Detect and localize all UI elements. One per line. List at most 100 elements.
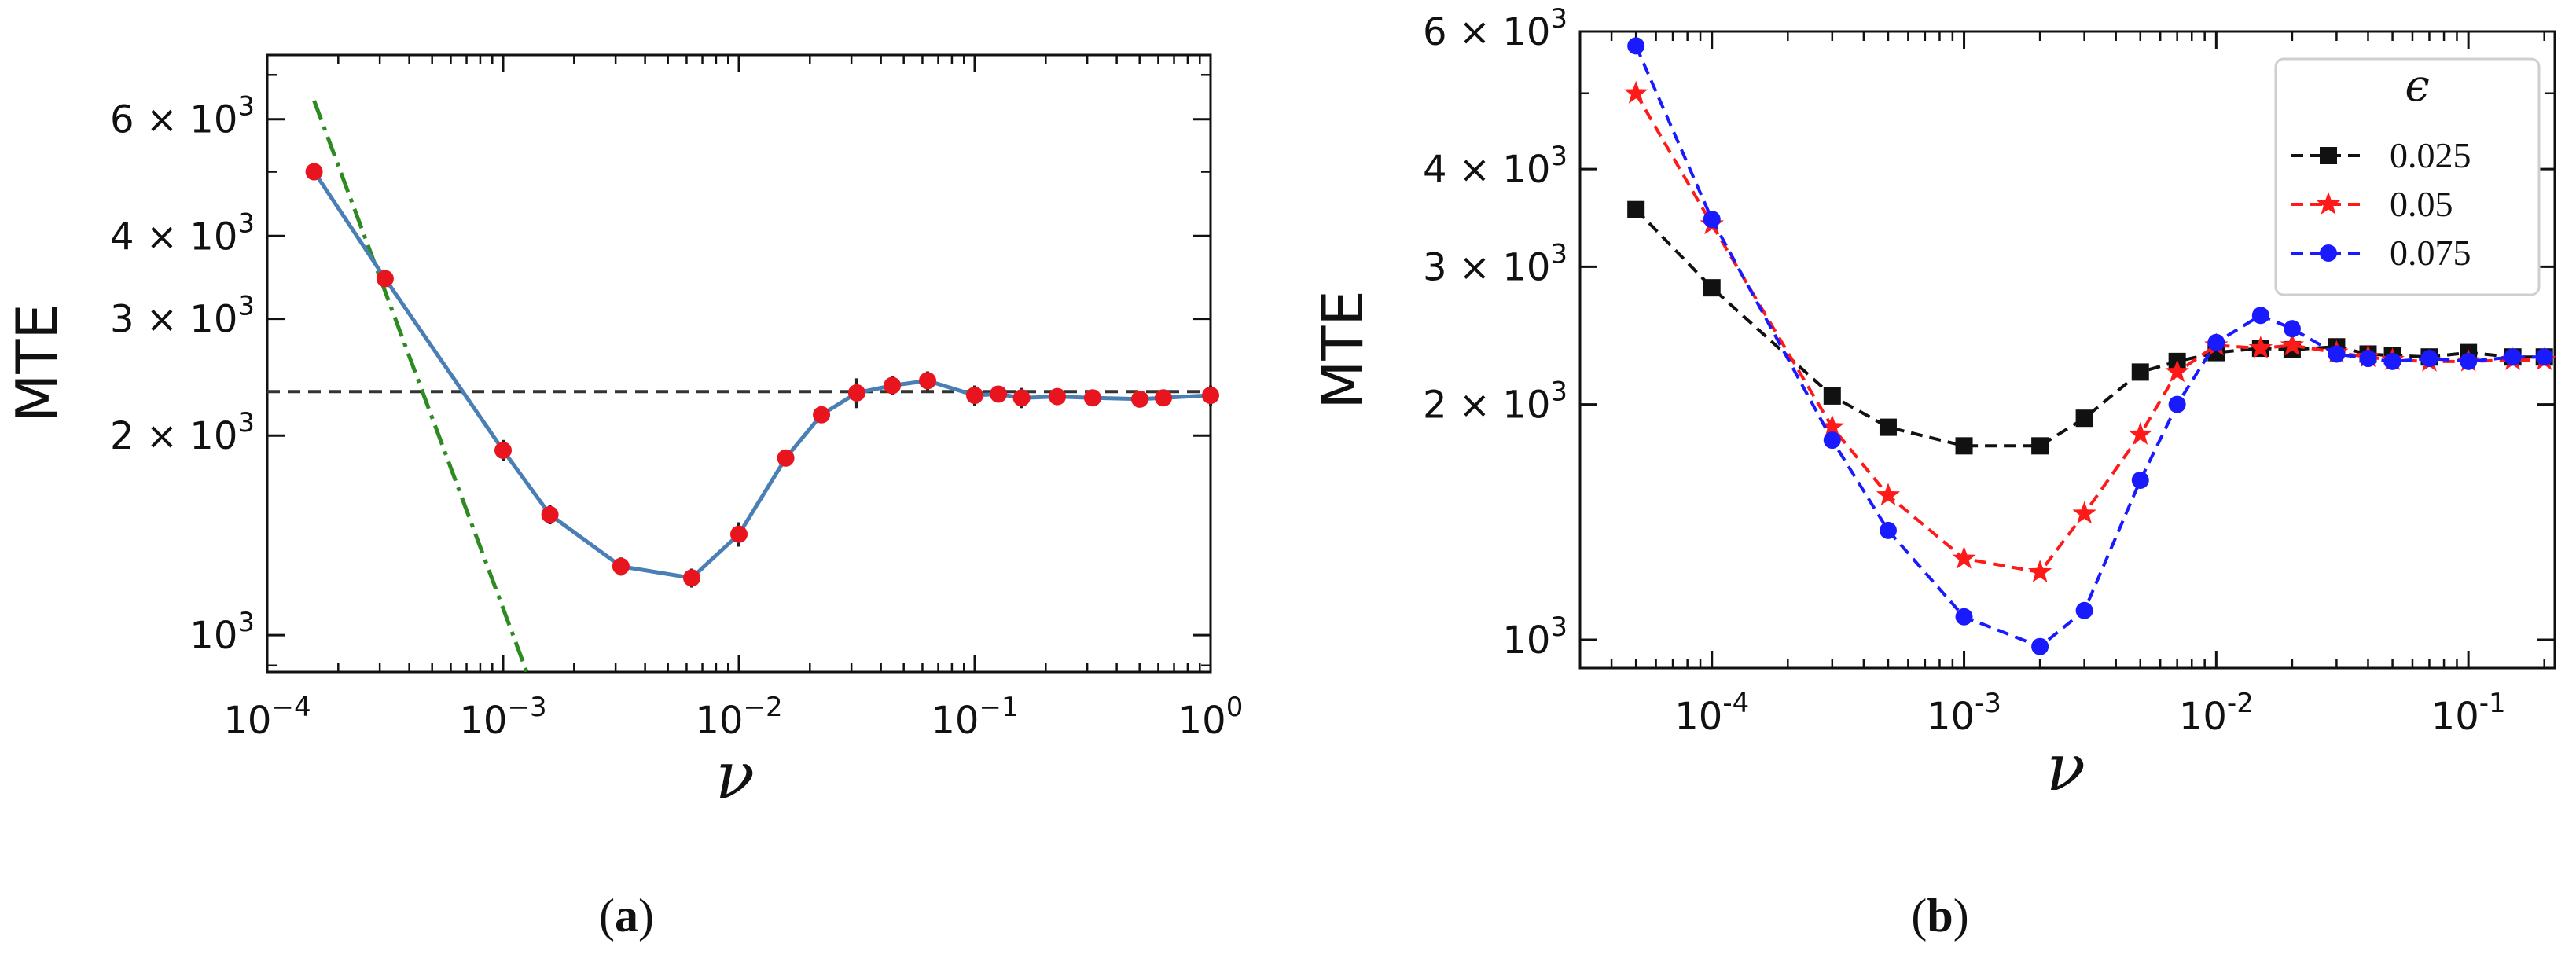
data-point: [683, 569, 701, 587]
asymptote-line: [312, 100, 529, 672]
data-point: [1876, 483, 1901, 506]
legend-marker: [2320, 147, 2337, 164]
data-point: [2504, 348, 2522, 366]
panel-a-ytick-label: 4 × 103: [110, 207, 255, 259]
data-point: [1202, 387, 1219, 405]
series-0.075: [1627, 37, 2553, 655]
panel-a: 10−4 10−3 10−2 10−1 100 103 2 × 103 3 × 103 4 × …: [4, 53, 1243, 942]
legend-entry: 0.05: [2291, 184, 2453, 224]
panel-b-xtick-label: 10-3: [1927, 688, 2001, 739]
data-point: [1012, 389, 1031, 407]
data-point: [1627, 37, 1645, 55]
data-point: [2535, 348, 2553, 366]
legend-title: ϵ: [2405, 61, 2429, 112]
data-point: [541, 505, 559, 523]
data-point: [612, 557, 630, 575]
panel-b-caption-letter: b: [1927, 890, 1953, 942]
data-point: [2248, 336, 2273, 358]
data-point: [990, 385, 1008, 403]
panel-a-ytick-label: 3 × 103: [110, 291, 255, 342]
data-point: [966, 387, 983, 405]
data-point: [2075, 409, 2093, 428]
data-point: [2283, 320, 2301, 338]
data-point: [1049, 387, 1067, 406]
data-point: [2251, 307, 2269, 325]
panel-a-xtick-label: 10−2: [695, 692, 782, 743]
panel-a-ylabel: MTE: [4, 303, 70, 423]
panel-b-frame: [1578, 30, 2556, 670]
data-point: [494, 442, 512, 460]
data-point: [305, 163, 323, 181]
panel-a-ticks: [266, 55, 1212, 672]
legend-entry: 0.075: [2291, 233, 2471, 273]
data-point: [1823, 431, 1841, 450]
panel-b-ytick-label: 103: [1502, 611, 1567, 663]
data-point: [1703, 211, 1721, 229]
data-point: [730, 525, 748, 543]
data-point: [2359, 350, 2377, 368]
data-point: [1624, 80, 1648, 104]
panel-b-xtick-label: 10-4: [1674, 688, 1749, 739]
data-point: [1952, 545, 1976, 569]
panel-b-ylabel: MTE: [1310, 290, 1376, 409]
panel-a-caption: (a): [599, 890, 654, 942]
panel-a-frame: [266, 53, 1212, 674]
data-point: [1155, 389, 1173, 407]
panel-b-xlabel: ν: [2046, 731, 2085, 806]
panel-b-xtick-label: 10-1: [2431, 688, 2506, 739]
legend-marker: [2316, 192, 2341, 215]
panel-b-series: [1624, 37, 2556, 655]
panel-a-caption-letter: a: [615, 890, 638, 942]
panel-a-xtick-label: 100: [1178, 692, 1244, 743]
panel-b-ytick-label: 2 × 103: [1423, 376, 1567, 428]
data-point: [2131, 363, 2149, 381]
data-point: [2031, 637, 2049, 655]
panel-a-tick-labels: 10−4 10−3 10−2 10−1 100 103 2 × 103 3 × 103 4 × …: [110, 91, 1243, 743]
legend-label: 0.075: [2390, 233, 2471, 273]
data-point: [1955, 437, 1973, 455]
data-point: [847, 384, 865, 402]
data-point: [2420, 350, 2438, 368]
data-point: [2165, 359, 2189, 383]
legend-entry: 0.025: [2291, 135, 2471, 175]
data-point: [1955, 608, 1973, 626]
data-point: [2328, 345, 2346, 363]
panel-a-xtick-label: 10−1: [931, 692, 1018, 743]
data-point: [1879, 418, 1897, 436]
legend-entries: 0.025 0.05 0.075: [2291, 135, 2471, 273]
data-point: [2383, 352, 2401, 370]
panel-b: 10-4 10-3 10-2 10-1 103 2 × 103 3 × 103 4 × 103…: [1310, 3, 2556, 942]
data-point: [376, 270, 394, 288]
panel-b-ytick-label: 4 × 103: [1423, 141, 1567, 192]
panel-b-ticks: [1578, 30, 2555, 668]
data-point: [813, 406, 831, 424]
data-point: [2075, 601, 2093, 619]
panel-b-ytick-label: 3 × 103: [1423, 238, 1567, 289]
panel-a-series: [267, 100, 1219, 672]
fit-line: [312, 171, 1211, 580]
legend-label: 0.025: [2390, 135, 2471, 175]
data-point: [2460, 352, 2478, 370]
data-point: [1627, 200, 1645, 218]
data-point: [1879, 521, 1897, 539]
panel-a-ytick-label: 2 × 103: [110, 407, 255, 458]
data-point: [1823, 387, 1841, 405]
panel-b-caption: (b): [1911, 890, 1968, 942]
panel-a-ytick-label: 6 × 103: [110, 91, 255, 142]
panel-a-xtick-label: 10−3: [459, 692, 546, 743]
legend: ϵ 0.025 0.05 0.075: [2274, 57, 2541, 296]
data-point: [2031, 437, 2049, 455]
data-point: [1083, 389, 1101, 407]
data-point: [2280, 332, 2305, 356]
data-point: [2128, 421, 2152, 445]
data-point: [884, 376, 902, 395]
data-point: [919, 372, 937, 390]
data-point: [1703, 279, 1721, 297]
panel-a-xtick-label: 10−4: [223, 692, 311, 743]
data-point: [2168, 395, 2186, 413]
panel-b-tick-labels: 10-4 10-3 10-2 10-1 103 2 × 103 3 × 103 4 × 103…: [1423, 3, 2506, 739]
panel-b-xtick-label: 10-2: [2179, 688, 2254, 739]
data-point: [2027, 560, 2052, 582]
data-point: [1130, 390, 1148, 408]
